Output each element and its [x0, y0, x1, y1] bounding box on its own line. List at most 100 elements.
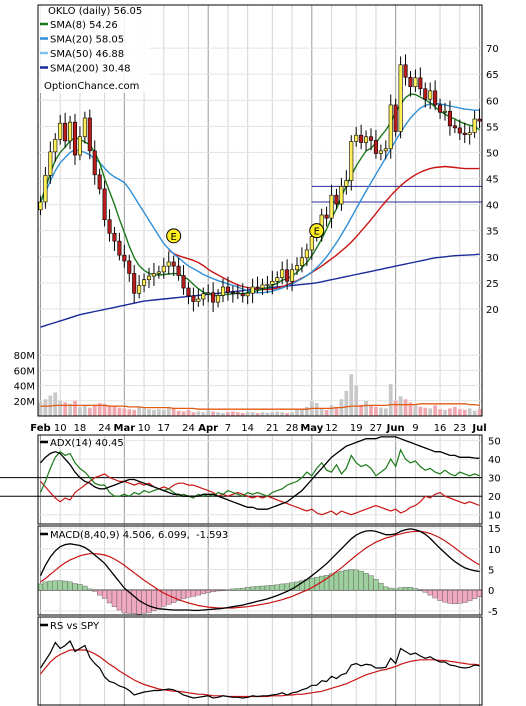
sma20-line: [39, 102, 480, 294]
volume-bar: [300, 409, 304, 416]
macd-histogram-bar: [249, 586, 256, 591]
volume-tick-label: 60M: [14, 366, 35, 377]
volume-bar: [472, 410, 477, 416]
rs-line: [39, 640, 480, 699]
legend-entry: SMA(8) 54.26: [50, 20, 118, 31]
rs-panel: RS vs SPY: [39, 621, 480, 699]
up-candle: [48, 151, 53, 176]
down-candle: [433, 90, 438, 106]
x-axis-tick-label: 9: [412, 423, 418, 434]
volume-bar: [369, 405, 373, 416]
volume-bar: [38, 402, 43, 416]
macd-histogram-bar: [393, 588, 399, 591]
down-candle: [92, 150, 97, 176]
sma8-line: [39, 93, 480, 297]
volume-bar: [304, 406, 309, 416]
price-tick-label: 50: [486, 148, 499, 159]
volume-bar: [428, 408, 433, 416]
adx-tick-label: 10: [488, 511, 501, 522]
macd-histogram-bar: [62, 580, 68, 591]
macd-tick-label: -5: [488, 607, 498, 618]
up-candle: [299, 257, 304, 266]
macd-histogram-bar: [412, 588, 419, 591]
macd-histogram-bar: [67, 581, 73, 591]
up-candle: [280, 269, 285, 278]
adx-tick-label: 40: [488, 455, 501, 466]
down-candle: [230, 291, 235, 294]
down-candle: [225, 286, 230, 293]
macd-histogram-bar: [92, 589, 98, 592]
price-panel-frame: [37, 4, 483, 417]
up-candle: [201, 293, 206, 300]
macd-histogram-bar: [180, 589, 187, 600]
price-tick-label: 60: [486, 96, 499, 107]
volume-bar: [260, 412, 265, 416]
volume-bar: [457, 409, 462, 416]
macd-histogram-bar: [106, 589, 113, 604]
macd-panel: 15 10 5 0 -5 MACD(8,40,9) 4.506, 6.099, -1.593: [37, 524, 501, 618]
down-candle: [181, 275, 186, 289]
price-tick-label: 55: [486, 122, 499, 133]
up-candle: [265, 284, 270, 286]
volume-bar: [102, 403, 107, 416]
macd-title: MACD(8,40,9) 4.506,: [50, 530, 155, 541]
volume-tick-label: 40M: [14, 382, 35, 393]
up-candle: [260, 284, 265, 289]
volume-bar: [388, 384, 393, 416]
volume-bar: [82, 405, 87, 416]
volume-bar: [196, 411, 201, 416]
down-candle: [63, 122, 68, 142]
volume-bar: [378, 407, 383, 416]
down-candle: [373, 140, 378, 154]
up-candle: [442, 110, 448, 113]
macd-signal-value: 6.099,: [158, 530, 190, 541]
x-axis-tick-label: 19: [350, 423, 363, 434]
volume-bar: [438, 409, 442, 416]
macd-histogram-bar: [442, 589, 448, 603]
macd-histogram-bar: [215, 589, 221, 592]
macd-histogram-bar: [72, 583, 78, 591]
volume-bar: [171, 407, 176, 416]
macd-histogram-bar: [200, 589, 206, 595]
macd-histogram-bar: [383, 586, 389, 591]
down-candle: [408, 76, 413, 87]
macd-histogram-bar: [52, 580, 58, 591]
x-axis-tick-label: 7: [225, 423, 231, 434]
macd-histogram-bar: [87, 588, 93, 591]
x-axis-tick-label: May: [300, 423, 323, 434]
down-candle: [477, 118, 482, 122]
volume-bar: [211, 411, 216, 416]
macd-tick-label: 10: [488, 545, 501, 556]
x-axis-tick-label: 18: [74, 423, 87, 434]
down-candle: [403, 64, 408, 78]
down-candle: [359, 134, 364, 143]
average-volume-line: [40, 403, 480, 410]
x-axis-tick-label: 16: [434, 423, 447, 434]
volume-bar: [156, 409, 161, 416]
down-candle: [97, 174, 102, 190]
macd-histogram-bar: [259, 585, 266, 591]
volume-bar: [443, 409, 447, 416]
down-candle: [72, 121, 78, 156]
volume-bar: [142, 408, 146, 416]
macd-histogram-bar: [471, 589, 478, 600]
volume-bar: [206, 410, 211, 416]
up-candle: [428, 90, 433, 100]
volume-bar: [477, 409, 482, 416]
up-candle: [472, 118, 477, 133]
macd-histogram-bar: [343, 570, 350, 591]
up-candle: [294, 265, 300, 271]
macd-tick-label: 5: [488, 565, 494, 576]
volume-bar: [112, 406, 117, 416]
macd-histogram-bar: [264, 585, 271, 591]
macd-histogram-bar: [210, 589, 216, 593]
volume-bar: [73, 400, 77, 416]
down-candle: [235, 292, 240, 295]
adx-panel-frame: [37, 434, 483, 525]
down-candle: [368, 136, 374, 141]
macd-histogram-bar: [437, 589, 443, 601]
up-candle: [216, 295, 221, 303]
macd-histogram-bar: [254, 586, 261, 591]
volume-bar: [58, 400, 63, 416]
macd-histogram-bar: [284, 583, 290, 591]
